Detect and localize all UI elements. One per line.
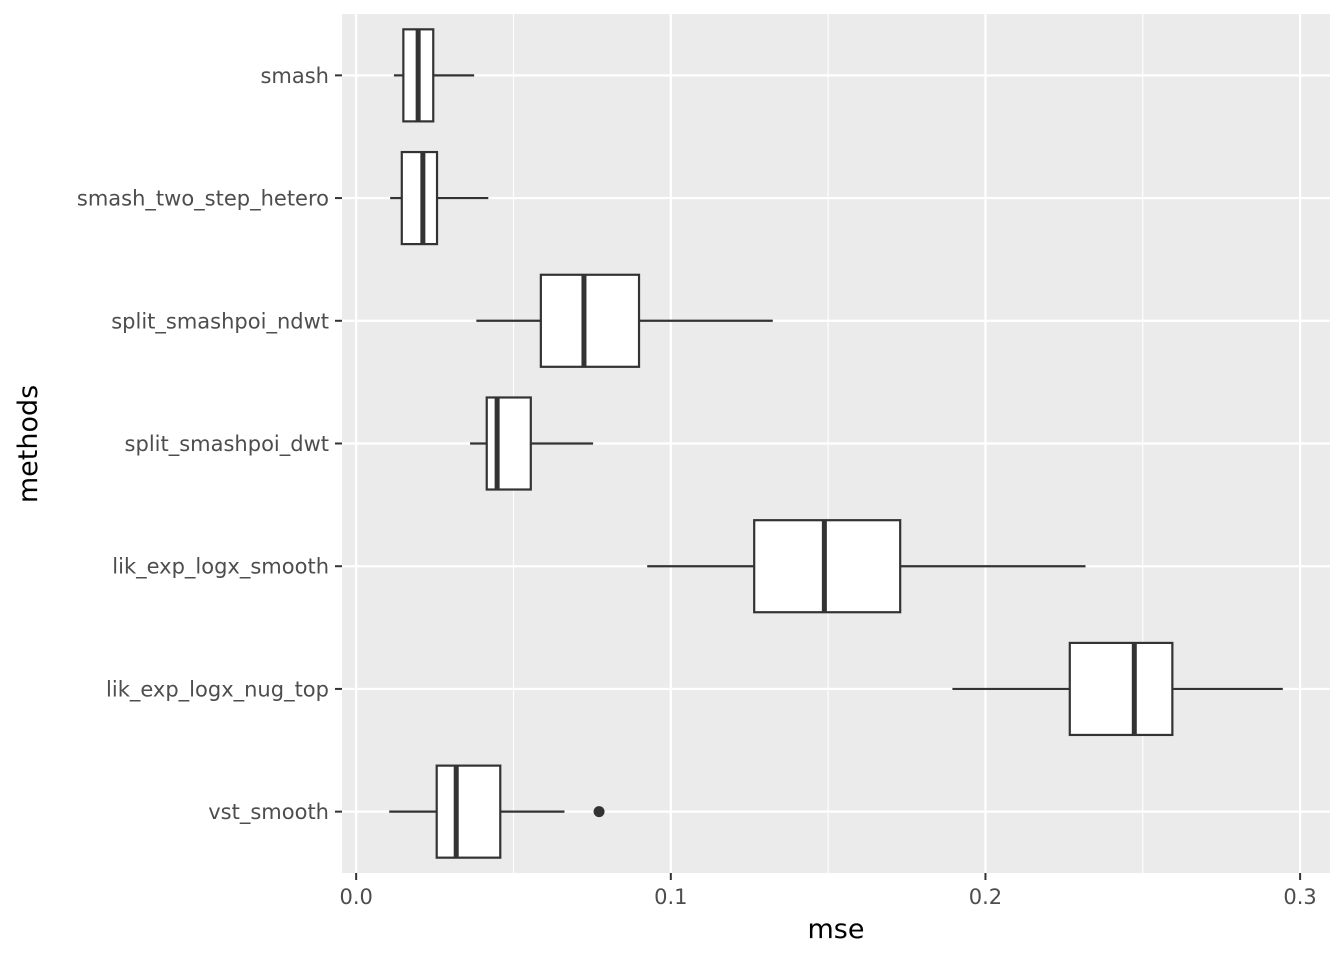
box-smash: [393, 28, 475, 123]
y-tick-label: smash_two_step_hetero: [77, 187, 329, 212]
box-layer: [389, 28, 1283, 859]
x-axis-title: mse: [808, 914, 865, 945]
box-iqr: [539, 273, 641, 368]
x-tick-label: 0.0: [339, 885, 372, 909]
y-tick-label: vst_smooth: [208, 800, 329, 825]
outlier-point: [593, 806, 605, 818]
x-tick-label: 0.1: [654, 885, 687, 909]
box-iqr: [753, 519, 902, 614]
box-split_smashpoi_dwt: [470, 396, 594, 491]
y-tick-label: lik_exp_logx_smooth: [112, 555, 329, 580]
y-axis-title: methods: [13, 385, 44, 503]
x-tick-label: 0.3: [1283, 885, 1316, 909]
box-iqr: [400, 150, 439, 246]
box-vst_smooth: [389, 764, 605, 859]
box-split_smashpoi_ndwt: [476, 273, 773, 368]
y-tick-label: smash: [260, 64, 329, 88]
box-lik_exp_logx_nug_top: [952, 641, 1283, 737]
x-tick-label: 0.2: [969, 885, 1002, 909]
box-lik_exp_logx_smooth: [647, 519, 1086, 614]
axis-layer: 0.0 0.1 0.2 0.3 smash smash_two_step_heterosp…: [77, 64, 1317, 909]
box-iqr: [1068, 641, 1174, 737]
y-tick-label: split_smashpoi_dwt: [125, 432, 329, 457]
grid-layer: [342, 14, 1330, 873]
y-tick-label: split_smashpoi_ndwt: [111, 309, 329, 334]
box-iqr: [485, 396, 532, 491]
y-tick-label: lik_exp_logx_nug_top: [106, 677, 329, 702]
box-iqr: [435, 764, 502, 859]
box-smash_two_step_hetero: [390, 150, 489, 246]
